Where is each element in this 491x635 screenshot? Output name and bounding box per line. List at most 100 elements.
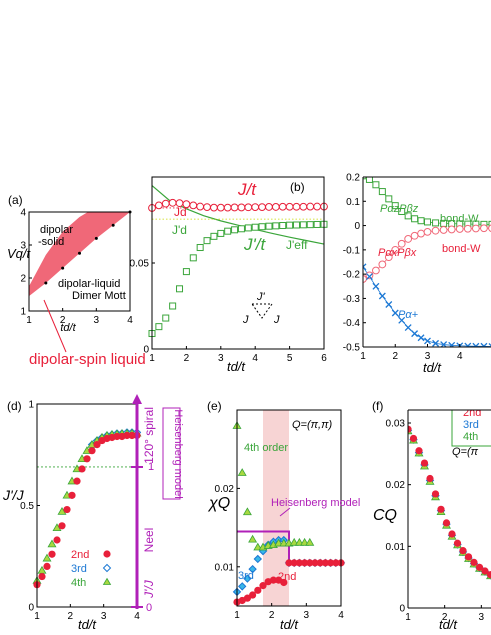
shaded-region <box>263 410 289 606</box>
plot-frame-a <box>28 211 131 312</box>
panel-label-a: (a) <box>8 193 23 207</box>
c-ytick-label: -0.5 <box>343 343 361 354</box>
series-pplus-point <box>424 337 431 345</box>
series-2nd-point <box>420 459 429 467</box>
f-xtick-label: 3 <box>479 612 485 623</box>
series-j-point <box>189 201 198 210</box>
series-pxpx-point <box>391 245 400 254</box>
series-2nd-point <box>78 465 86 473</box>
series-jp-point <box>203 237 211 245</box>
panel-c: PαzPβz bond-W bond-W PαxPβx Pα+ 1 2 3 4 0.2 0… <box>343 173 491 375</box>
a-xtick-label: 1 <box>26 315 32 326</box>
panel-f: (f) 2nd 3rd 4th Q=(π 1 2 3 0 0.01 0.02 0.03 CQ… <box>372 399 491 632</box>
series-j-point <box>251 203 260 212</box>
series-j-point <box>278 202 287 211</box>
series-2nd-point <box>38 572 46 581</box>
series-pplus-point <box>404 324 412 332</box>
c-xtick-label: 1 <box>360 351 366 362</box>
series-3rd-point <box>248 564 257 574</box>
series-j-point <box>210 203 218 212</box>
series-2nd-point <box>464 553 473 561</box>
x-axis-label-d: td/t <box>78 617 97 632</box>
series-2nd-point <box>280 578 288 587</box>
series-4th-point <box>242 507 252 516</box>
series-3rd-point <box>253 554 263 564</box>
region-label-liquid: dipolar-liquid <box>58 278 120 290</box>
series-2nd-point <box>48 550 56 558</box>
series-pplus-point <box>488 343 491 347</box>
series-jp-point <box>251 223 259 231</box>
annotation-spin-liquid: dipolar-spin liquid <box>29 351 146 368</box>
series-2nd-point <box>453 539 462 547</box>
x-axis-label-b: td/t <box>227 359 246 374</box>
series-pxpx-point <box>488 224 491 233</box>
series-pzpz-point <box>378 188 386 196</box>
panel-label-d: (d) <box>7 399 22 413</box>
b-xtick-label: 3 <box>218 353 224 364</box>
triangle-label-top: J' <box>256 291 266 303</box>
series-j-point <box>306 202 315 211</box>
phase-boundary-point <box>94 236 98 240</box>
label-jeff: J'eff <box>286 238 308 252</box>
label-3rd-e: 3rd <box>238 570 254 582</box>
d-xtick-label: 1 <box>34 611 40 622</box>
series-2nd-point <box>442 519 451 527</box>
series-j-point <box>285 202 294 211</box>
panel-a: (a) 1 2 3 4 1 2 3 4 Vq/t td/t dipolar -solid di… <box>7 193 146 368</box>
plot-frame-e <box>236 409 342 607</box>
d-ytick-label: 0.5 <box>20 501 34 512</box>
series-jp-point <box>155 323 163 331</box>
series-2nd-point <box>63 505 71 514</box>
label-120-spiral: 120° spiral <box>142 407 156 464</box>
a-ytick-label: 2 <box>20 274 26 285</box>
series-jp-point <box>306 221 314 229</box>
series-2nd-point <box>295 559 303 567</box>
panel-label-f: (f) <box>372 399 383 413</box>
panel-label-b: (b) <box>290 180 305 194</box>
series-pxpx-point <box>417 229 425 238</box>
x-axis-label-a: td/t <box>60 322 76 334</box>
legend-marker-4th <box>102 577 112 585</box>
series-pxpx-point <box>397 239 406 248</box>
label-p-plus: Pα+ <box>398 309 419 321</box>
e-xtick-label: 1 <box>234 610 240 621</box>
label-j-over-t: J/t <box>237 180 257 199</box>
triangle-label-right: J <box>273 314 280 326</box>
legend-marker-2nd <box>103 550 111 558</box>
series-pzpz-point <box>398 207 406 215</box>
series-jp-point <box>196 244 204 252</box>
series-pxpx-point <box>410 231 419 240</box>
a-xtick-label: 4 <box>127 315 133 326</box>
legend-4th: 4th <box>71 577 86 589</box>
series-pplus-point <box>417 334 425 342</box>
series-pzpz-point <box>372 181 380 189</box>
series-j-point <box>203 203 211 212</box>
series-4th-point <box>42 553 52 562</box>
b-xtick-label: 2 <box>184 353 190 364</box>
series-2nd-point <box>426 474 434 483</box>
e-ytick-label: 0.01 <box>215 562 235 573</box>
series-jp-point <box>265 222 273 230</box>
series-2nd-point <box>128 431 136 440</box>
c-xtick-label: 4 <box>457 351 463 362</box>
legend-2nd: 2nd <box>71 549 89 561</box>
right-tick-0: 0 <box>146 602 152 614</box>
series-pzpz-point <box>411 215 419 223</box>
legend-marker-3rd <box>102 563 112 573</box>
triangle-label-left: J <box>242 314 249 326</box>
series-line-c <box>363 266 491 347</box>
legend-f-4th: 4th <box>463 431 478 443</box>
series-2nd-point <box>409 434 418 443</box>
series-pplus-point <box>378 292 386 300</box>
series-j-point <box>154 201 163 210</box>
series-2nd-point <box>290 559 298 567</box>
series-pplus-point <box>391 309 399 317</box>
d-xtick-label: 4 <box>134 611 140 622</box>
series-j-point <box>299 202 308 211</box>
series-2nd-point <box>408 425 412 433</box>
series-2nd-point <box>58 522 66 530</box>
panel-b: 1 2 3 4 5 6 0 0.05 td/t (b) J/t Jd J'd J'/t J'e… <box>130 176 328 374</box>
b-xtick-label: 5 <box>287 353 293 364</box>
series-pzpz-point <box>391 202 399 210</box>
dipolar-spin-liquid-region <box>29 212 130 297</box>
